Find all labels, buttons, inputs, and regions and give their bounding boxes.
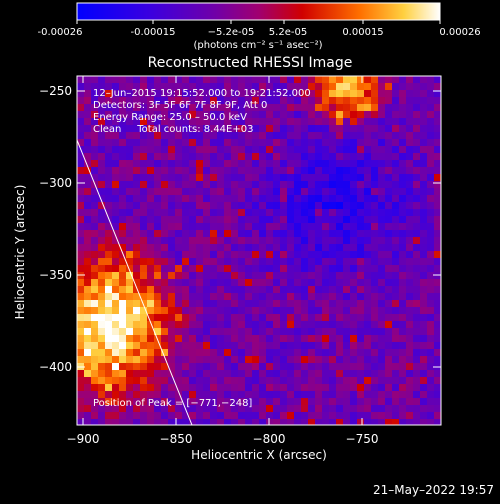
x-tick-label: −900 [67, 432, 100, 446]
image-pixels [77, 76, 441, 425]
info-time-range: 12–Jun–2015 19:15:52.000 to 19:21:52.000 [93, 88, 311, 99]
x-tick-label: −750 [346, 432, 379, 446]
x-axis [82, 76, 363, 425]
info-energy-range: Energy Range: 25.0 – 50.0 keV [93, 112, 247, 123]
y-axis-label: Heliocentric Y (arcsec) [13, 185, 27, 320]
colorbar-ticks [76, 20, 441, 24]
x-axis-label: Heliocentric X (arcsec) [191, 448, 327, 462]
info-detectors: Detectors: 3F 5F 6F 7F 8F 9F, Att 0 [93, 100, 267, 111]
solar-limb-line [77, 139, 193, 425]
info-clean-counts: Clean Total counts: 8.44E+03 [93, 124, 253, 135]
footer-timestamp: 21–May–2022 19:57 [373, 483, 494, 497]
x-tick-label: −800 [253, 432, 286, 446]
colorbar-tick-label: 5.2e-05 [269, 27, 307, 38]
y-axis [77, 90, 441, 368]
plot-frame [76, 75, 442, 426]
colorbar: -0.00026 -0.00015 −5.2e-05 5.2e-05 0.000… [38, 2, 481, 51]
colorbar-tick-label: 0.00026 [439, 27, 480, 38]
colorbar-tick-label: −5.2e-05 [208, 27, 255, 38]
peak-position-label: Position of Peak = [−771,−248] [93, 398, 252, 409]
colorbar-tick-label: -0.00015 [131, 27, 176, 38]
y-tick-label: −400 [39, 360, 72, 374]
colorbar-tick-label: -0.00026 [38, 27, 83, 38]
info-overlay: 12–Jun–2015 19:15:52.000 to 19:21:52.000… [93, 88, 311, 409]
colorbar-tick-label: 0.00015 [342, 27, 383, 38]
colorbar-gradient [76, 2, 441, 21]
image-area [77, 76, 441, 425]
image-title: Reconstructed RHESSI Image [148, 55, 353, 71]
y-tick-label: −300 [39, 176, 72, 190]
y-tick-label: −250 [39, 84, 72, 98]
colorbar-unit-label: (photons cm⁻² s⁻¹ asec⁻²) [193, 40, 322, 51]
x-tick-label: −850 [160, 432, 193, 446]
y-tick-label: −350 [39, 268, 72, 282]
